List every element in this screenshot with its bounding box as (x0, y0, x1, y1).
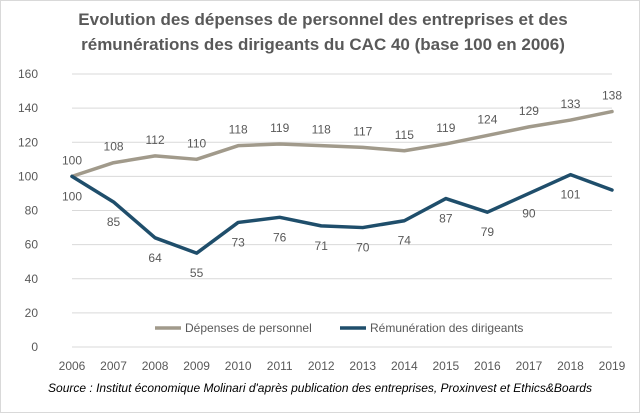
source-note: Source : Institut économique Molinari d'… (48, 381, 592, 395)
x-tick-label: 2007 (100, 359, 127, 373)
data-label: 110 (187, 136, 206, 150)
data-label: 119 (436, 121, 455, 135)
data-labels: 100 108 112 110 118 119 118 117 115 119 124 129 133 1… (62, 89, 622, 281)
data-label: 71 (315, 239, 329, 253)
data-label: 70 (356, 241, 370, 255)
y-tick-label: 120 (18, 135, 38, 149)
data-label: 76 (273, 230, 287, 244)
x-tick-label: 2019 (599, 359, 626, 373)
data-label: 85 (107, 215, 121, 229)
y-tick-label: 80 (25, 204, 39, 218)
data-label: 73 (231, 235, 245, 249)
legend-label: Rémunération des dirigeants (370, 321, 523, 335)
y-tick-label: 0 (31, 340, 38, 354)
data-label: 100 (62, 189, 82, 203)
x-tick-label: 2010 (225, 359, 252, 373)
data-label: 118 (312, 123, 331, 137)
data-label: 64 (148, 251, 162, 265)
y-tick-label: 100 (18, 169, 38, 183)
x-tick-label: 2014 (391, 359, 418, 373)
x-axis: 2006 2007 2008 2009 2010 2011 2012 2013 2014 2015… (59, 359, 626, 373)
x-tick-label: 2016 (474, 359, 501, 373)
x-tick-label: 2006 (59, 359, 86, 373)
x-tick-label: 2008 (142, 359, 169, 373)
x-tick-label: 2013 (349, 359, 376, 373)
data-label: 133 (560, 97, 580, 111)
legend: Dépenses de personnel Rémunération des di… (155, 321, 523, 335)
y-axis: 0 20 40 60 80 100 120 140 160 (18, 67, 38, 354)
legend-label: Dépenses de personnel (185, 321, 312, 335)
data-label: 118 (229, 123, 248, 137)
data-label: 74 (398, 234, 412, 248)
series-line-remuneration-dirigeants (70, 172, 614, 255)
data-label: 124 (477, 112, 497, 126)
data-label: 90 (522, 206, 536, 220)
data-label: 119 (270, 121, 289, 135)
data-label: 100 (62, 153, 82, 167)
x-tick-label: 2009 (183, 359, 210, 373)
gridlines (72, 73, 612, 348)
x-tick-label: 2012 (308, 359, 335, 373)
x-tick-label: 2018 (557, 359, 584, 373)
chart-title-line-2: rémunérations des dirigeants du CAC 40 (… (81, 35, 565, 54)
y-tick-label: 20 (25, 306, 39, 320)
y-tick-label: 160 (18, 67, 38, 81)
series-group (70, 109, 614, 255)
data-label: 138 (602, 89, 622, 103)
data-label: 55 (190, 266, 204, 280)
series-line-depenses-personnel (70, 109, 614, 179)
x-tick-label: 2015 (432, 359, 459, 373)
data-label: 112 (146, 133, 165, 147)
x-tick-label: 2011 (267, 359, 293, 373)
x-tick-label: 2017 (516, 359, 543, 373)
data-label: 108 (104, 140, 124, 154)
y-tick-label: 60 (25, 238, 39, 252)
data-label: 117 (353, 124, 372, 138)
data-label: 129 (519, 104, 539, 118)
y-tick-label: 40 (25, 272, 39, 286)
data-label: 87 (439, 212, 453, 226)
data-label: 101 (560, 188, 580, 202)
data-label: 79 (481, 225, 495, 239)
chart-title-line-1: Evolution des dépenses de personnel des … (78, 10, 567, 29)
y-tick-label: 140 (18, 101, 38, 115)
data-label: 115 (395, 128, 414, 142)
